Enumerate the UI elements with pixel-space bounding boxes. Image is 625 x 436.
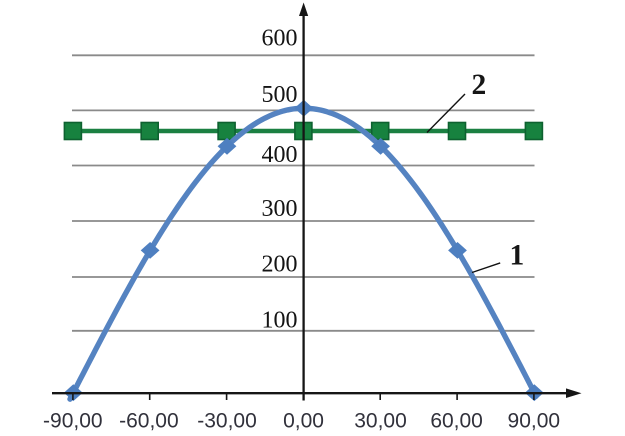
svg-text:0,00: 0,00 bbox=[283, 410, 324, 433]
svg-text:2: 2 bbox=[472, 69, 487, 101]
svg-text:90,00: 90,00 bbox=[508, 410, 561, 433]
svg-text:300: 300 bbox=[262, 196, 298, 222]
svg-text:100: 100 bbox=[262, 308, 298, 334]
svg-text:-90,00: -90,00 bbox=[43, 410, 103, 433]
svg-text:400: 400 bbox=[262, 142, 298, 168]
svg-text:-60,00: -60,00 bbox=[119, 410, 179, 433]
svg-text:60,00: 60,00 bbox=[430, 410, 483, 433]
svg-text:-30,00: -30,00 bbox=[197, 410, 257, 433]
svg-text:1: 1 bbox=[510, 240, 525, 272]
svg-text:200: 200 bbox=[262, 251, 298, 277]
svg-text:600: 600 bbox=[262, 26, 298, 52]
svg-text:500: 500 bbox=[262, 82, 298, 108]
svg-text:30,00: 30,00 bbox=[354, 410, 407, 433]
